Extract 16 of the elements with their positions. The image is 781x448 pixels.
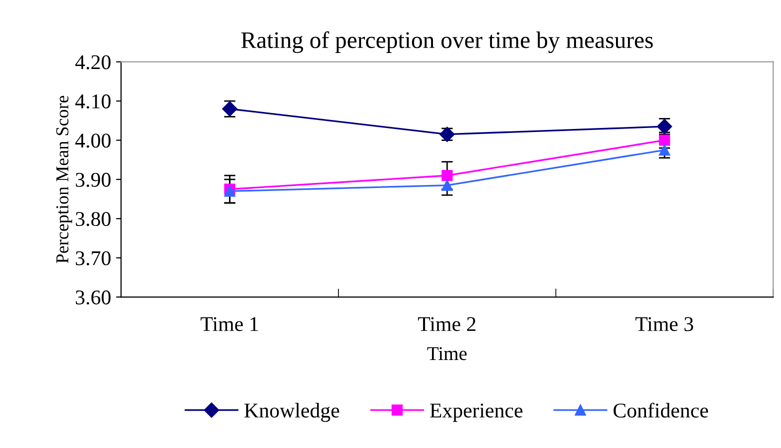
- y-tick-label: 3.60: [76, 290, 111, 305]
- y-tick-label: 4.00: [75, 134, 111, 148]
- legend-label: Experience: [430, 404, 522, 422]
- legend-label: Confidence: [614, 402, 708, 418]
- y-tick-label: 3.90: [76, 172, 111, 187]
- y-tick-label: 3.70: [76, 251, 111, 266]
- x-tick-label: Time 2: [418, 317, 476, 332]
- y-tick-label: 3.80: [76, 212, 111, 226]
- y-axis-title: Perception Mean Score: [56, 96, 72, 264]
- legend-label: Knowledge: [244, 402, 340, 422]
- x-tick-label: Time 1: [200, 317, 258, 332]
- y-tick-label: 4.20: [75, 55, 111, 70]
- y-tick-label: 4.10: [75, 94, 111, 109]
- x-axis-title: Time: [427, 347, 467, 360]
- chart-title: Rating of perception over time by measures: [241, 31, 653, 54]
- x-tick-label: Time 3: [635, 317, 694, 332]
